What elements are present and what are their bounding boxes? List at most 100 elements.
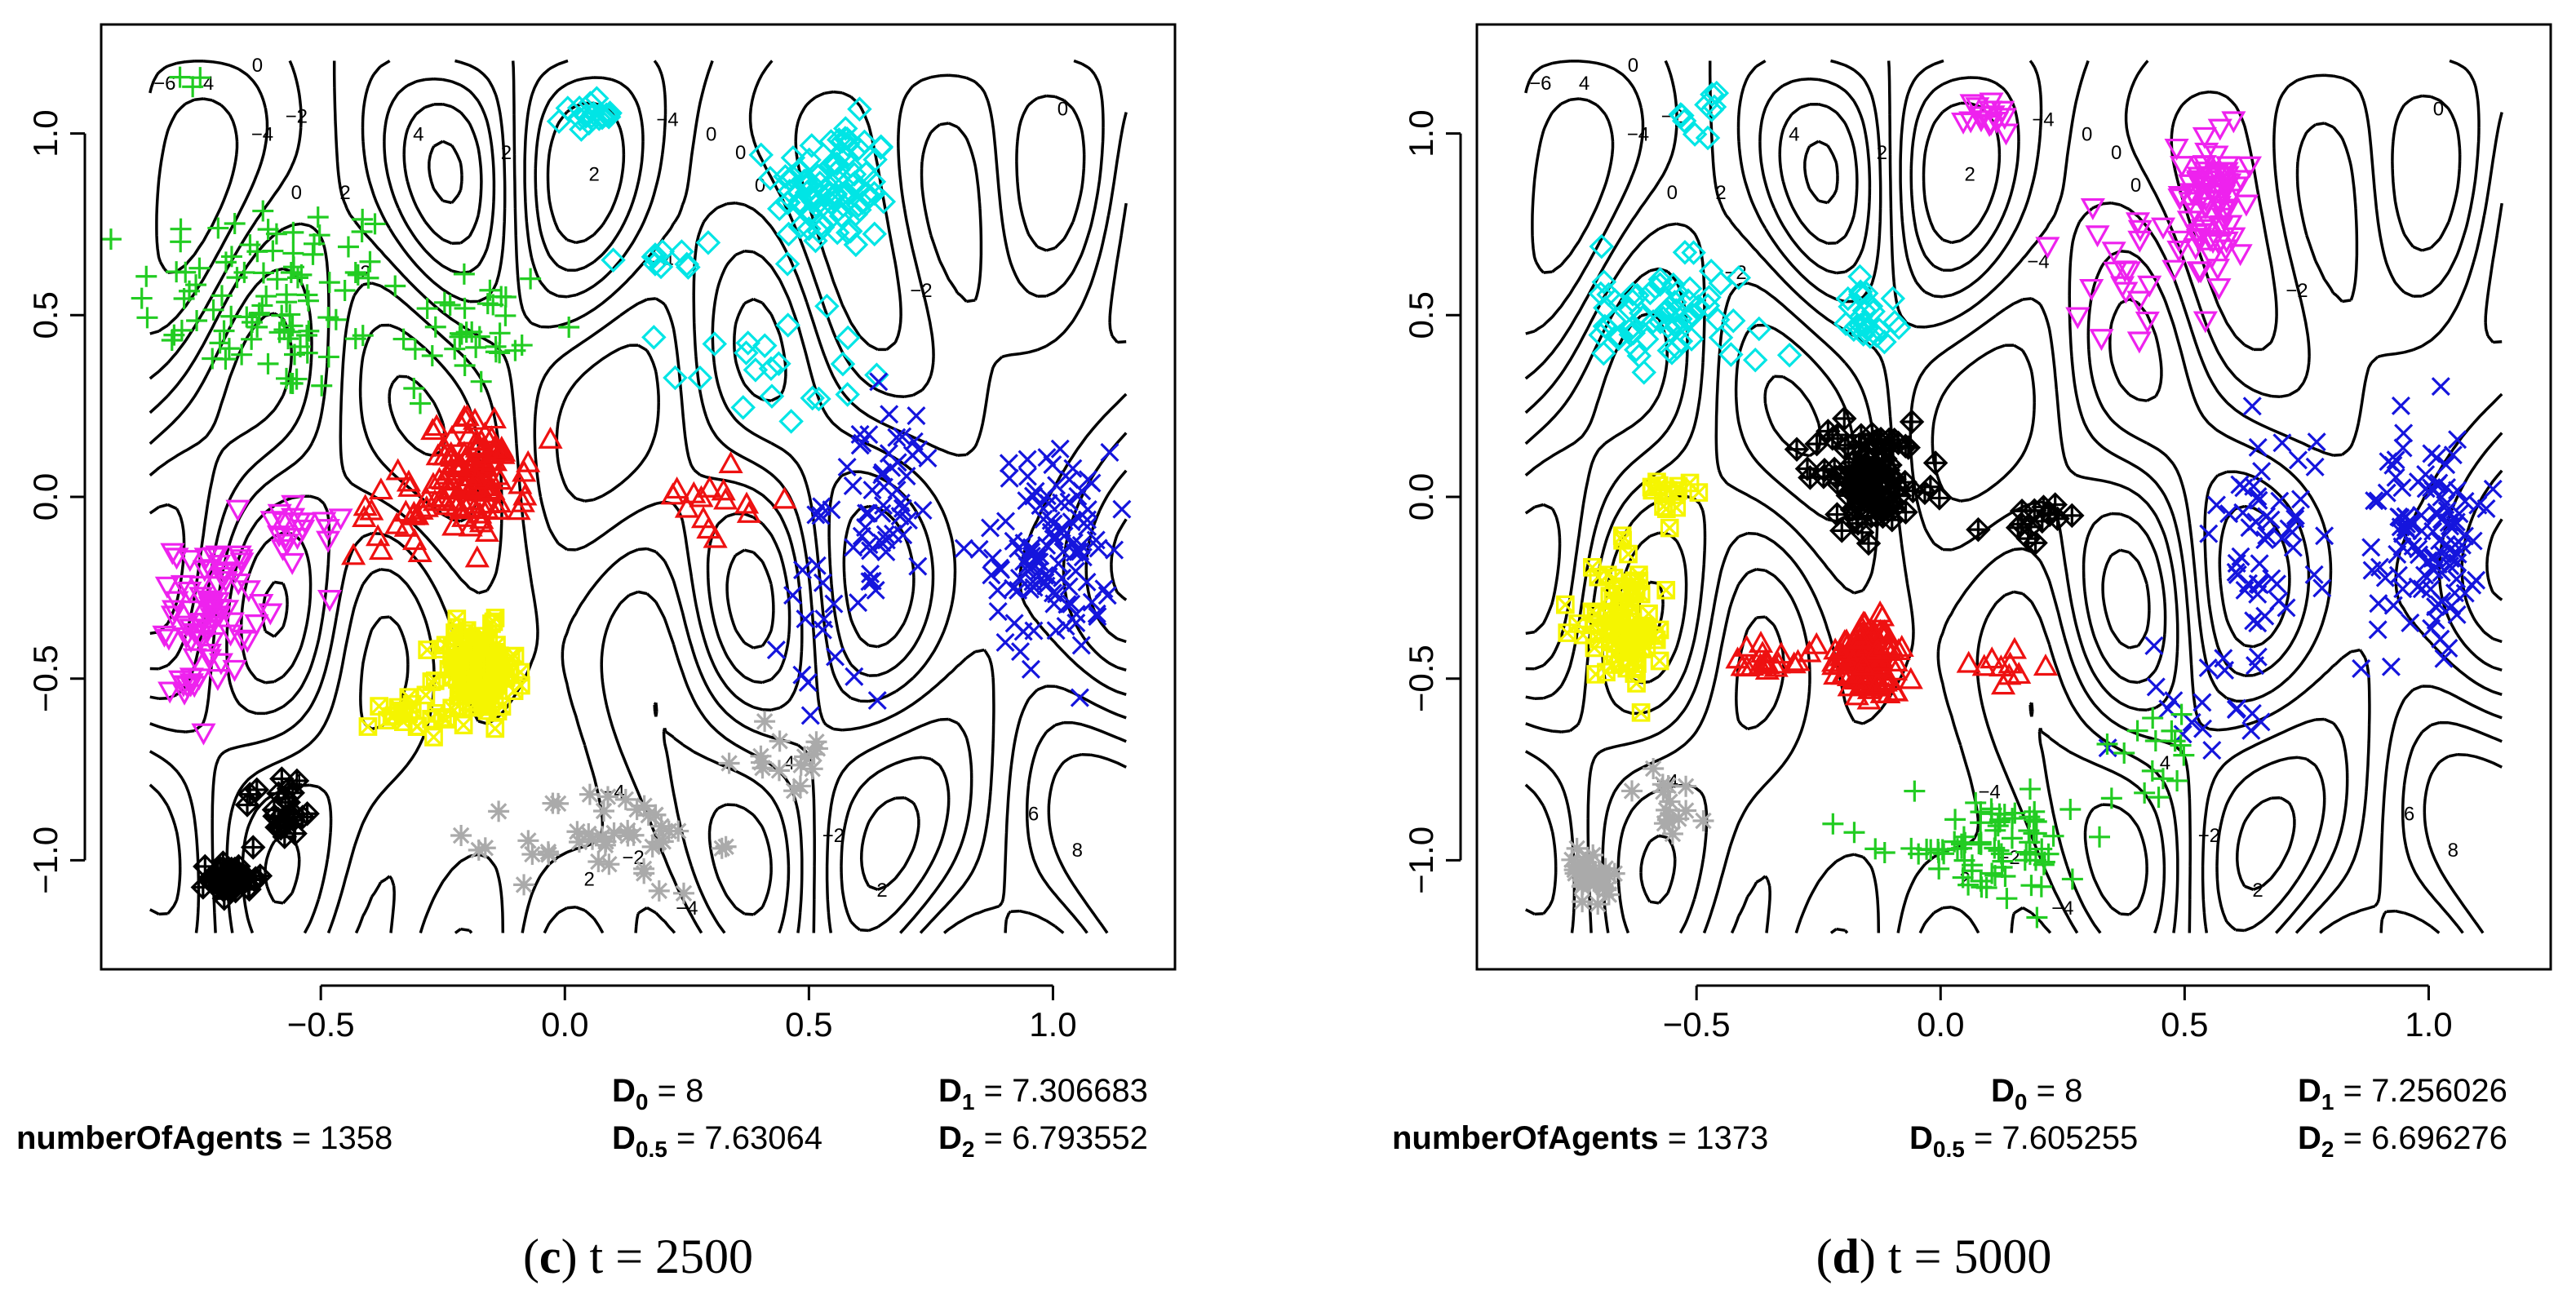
data-point <box>864 362 889 388</box>
data-point <box>135 265 157 287</box>
panel-caption-time: t = 5000 <box>1876 1230 2052 1283</box>
data-point <box>1677 276 1703 302</box>
data-point <box>481 441 507 464</box>
data-point <box>2192 693 2212 712</box>
data-point <box>485 463 510 485</box>
data-point <box>1612 526 1632 546</box>
data-point <box>579 783 601 805</box>
data-point <box>2455 491 2475 511</box>
data-point <box>2426 610 2445 630</box>
data-point <box>347 264 369 286</box>
data-point <box>1663 298 1689 323</box>
data-point <box>887 480 907 500</box>
data-point <box>1654 297 1679 323</box>
data-point <box>193 853 218 880</box>
data-point <box>465 336 487 358</box>
data-point <box>1112 499 1132 519</box>
data-point <box>1018 467 1037 486</box>
data-point <box>185 274 207 296</box>
contour-label: 0 <box>706 124 716 146</box>
contour-label: 2 <box>1964 164 1975 186</box>
data-point <box>1718 342 1744 367</box>
data-point <box>807 556 827 575</box>
data-point <box>841 162 867 187</box>
data-point <box>227 545 252 568</box>
contour-label: 0 <box>2111 142 2122 164</box>
data-point <box>1617 297 1643 323</box>
data-point <box>2033 654 2059 676</box>
data-point <box>754 711 776 733</box>
data-point <box>2233 194 2259 217</box>
contour-label: −4 <box>251 124 273 146</box>
data-point <box>1922 450 1949 476</box>
data-point <box>1004 614 1024 633</box>
data-point <box>1576 846 1598 868</box>
data-point <box>1675 775 1697 797</box>
data-point <box>202 299 224 321</box>
data-point <box>555 95 581 121</box>
data-point <box>1046 621 1066 640</box>
data-point <box>1956 650 1981 673</box>
data-point <box>806 505 826 525</box>
x-tick-label: 1.0 <box>2405 1005 2452 1044</box>
data-point <box>1869 648 1894 671</box>
data-point <box>2386 450 2405 470</box>
data-point <box>1572 891 1594 913</box>
data-point <box>424 728 443 747</box>
data-point <box>2392 478 2412 498</box>
data-point <box>357 267 379 289</box>
data-point <box>2001 827 2023 849</box>
series-gray <box>1561 757 1714 915</box>
data-point <box>862 147 888 172</box>
data-point <box>2144 729 2166 751</box>
data-point <box>1984 112 2010 134</box>
x-tick-label: 0.0 <box>541 1005 588 1044</box>
contour-label: 0 <box>291 182 302 204</box>
data-point <box>1629 565 1648 584</box>
data-point <box>872 503 892 523</box>
data-point <box>2152 768 2174 790</box>
data-point <box>897 467 916 486</box>
data-point <box>876 542 896 562</box>
data-point <box>750 745 772 767</box>
data-point <box>2443 445 2463 465</box>
data-point <box>2192 162 2218 184</box>
data-point <box>396 469 421 492</box>
data-point <box>450 825 472 847</box>
data-point <box>1849 614 1874 636</box>
data-point <box>2135 311 2160 334</box>
data-point <box>1970 833 1992 855</box>
data-point <box>2432 510 2451 530</box>
data-point <box>511 335 533 357</box>
data-point <box>246 316 268 338</box>
data-point <box>485 719 505 738</box>
data-point <box>474 520 499 543</box>
data-point <box>1621 321 1647 346</box>
data-point <box>904 432 924 451</box>
contour-line <box>1524 59 2503 934</box>
data-point <box>219 612 245 635</box>
data-point <box>100 228 122 250</box>
data-point <box>2042 825 2064 847</box>
data-point <box>2434 649 2454 668</box>
data-point <box>820 185 845 211</box>
data-point <box>1926 485 1953 511</box>
data-point <box>752 333 778 358</box>
data-point <box>1010 642 1031 662</box>
data-point <box>1603 862 1625 884</box>
data-point <box>486 490 512 513</box>
data-point <box>696 516 721 539</box>
stat-d0-value: 8 <box>2064 1073 2082 1109</box>
data-point <box>775 312 800 338</box>
data-point <box>1686 294 1711 319</box>
data-point <box>2424 560 2444 579</box>
data-point <box>1612 627 1630 646</box>
data-point <box>1984 837 2006 859</box>
data-point <box>569 117 594 142</box>
data-point <box>913 500 933 521</box>
data-point <box>637 804 659 827</box>
data-point <box>1598 865 1621 887</box>
data-point <box>2170 734 2192 756</box>
contour-label: 4 <box>1579 73 1589 95</box>
data-point <box>489 342 511 364</box>
